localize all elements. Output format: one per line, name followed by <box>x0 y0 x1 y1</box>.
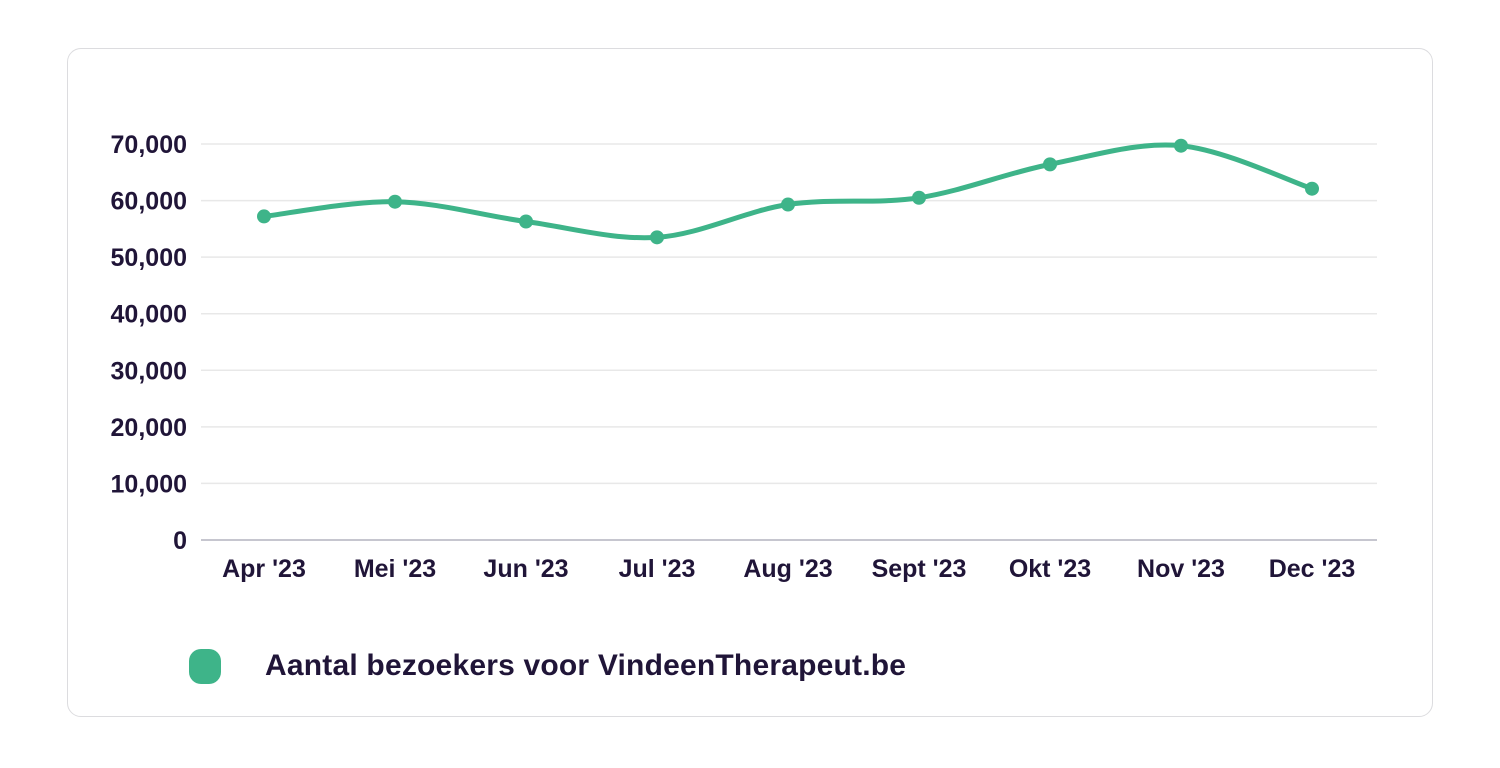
data-point[interactable] <box>257 209 271 224</box>
data-point[interactable] <box>388 194 402 209</box>
x-tick-label: Aug '23 <box>743 555 832 583</box>
data-point[interactable] <box>1305 181 1319 196</box>
data-point[interactable] <box>781 197 795 212</box>
y-tick-label: 20,000 <box>111 414 187 442</box>
data-point[interactable] <box>912 190 926 205</box>
y-tick-label: 10,000 <box>111 470 187 498</box>
series-line <box>261 142 1315 241</box>
x-tick-label: Okt '23 <box>1009 555 1091 583</box>
x-tick-label: Jul '23 <box>619 555 696 583</box>
y-tick-label: 50,000 <box>111 244 187 272</box>
data-point[interactable] <box>519 214 533 229</box>
x-tick-label: Sept '23 <box>872 555 967 583</box>
y-tick-label: 60,000 <box>111 188 187 216</box>
legend-marker-icon <box>189 648 221 684</box>
y-tick-label: 0 <box>173 527 187 555</box>
chart-card: 0 10,000 20,000 30,000 40,000 50,000 60,000 70,… <box>67 48 1433 717</box>
y-tick-label: 30,000 <box>111 357 187 385</box>
x-tick-label: Nov '23 <box>1137 555 1225 583</box>
chart-legend: Aantal bezoekers voor VindeenTherapeut.b… <box>189 647 906 685</box>
data-point[interactable] <box>650 230 664 245</box>
line-chart-svg: 0 10,000 20,000 30,000 40,000 50,000 60,000 70,… <box>111 131 1377 583</box>
x-tick-label: Apr '23 <box>222 555 306 583</box>
data-point[interactable] <box>1043 157 1057 172</box>
x-tick-label: Mei '23 <box>354 555 436 583</box>
data-point[interactable] <box>1174 138 1188 153</box>
y-tick-label: 70,000 <box>111 131 187 159</box>
x-tick-label: Jun '23 <box>483 555 568 583</box>
legend-label: Aantal bezoekers voor VindeenTherapeut.b… <box>265 649 907 682</box>
y-tick-label: 40,000 <box>111 301 187 329</box>
x-tick-label: Dec '23 <box>1269 555 1356 583</box>
